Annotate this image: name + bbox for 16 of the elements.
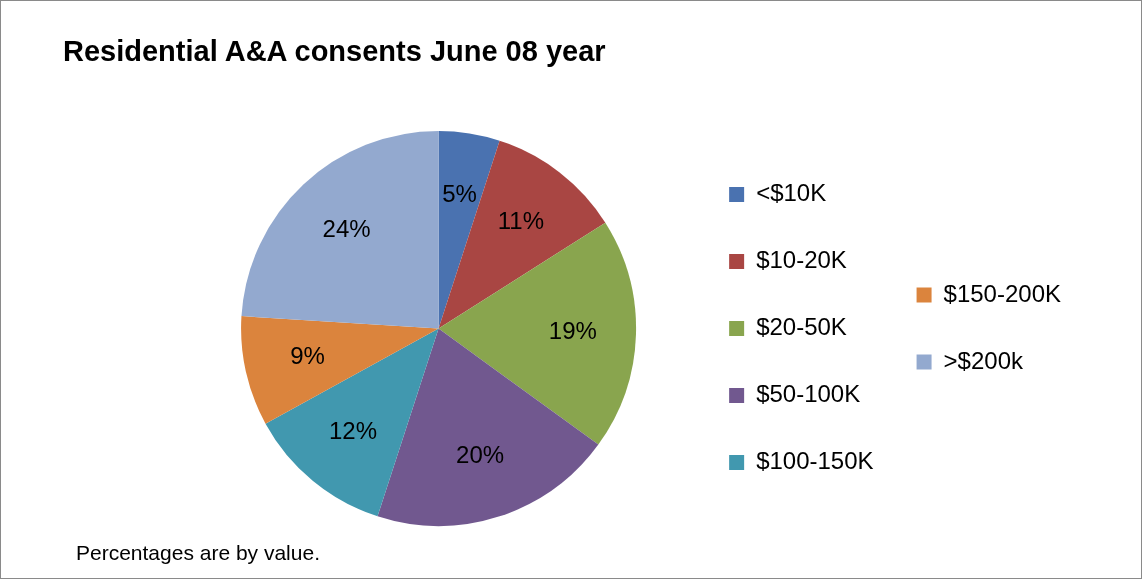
data-label: 12% <box>328 416 377 444</box>
chart-title: Residential A&A consents June 08 year <box>63 35 606 68</box>
data-label: 24% <box>322 215 371 243</box>
legend-label: >$200k <box>943 346 1024 374</box>
text: Percentages are by value. <box>76 541 320 565</box>
legend-label: $20-50K <box>756 313 847 341</box>
legend-label: $100-150K <box>756 447 874 475</box>
legend-label: $10-20K <box>756 246 847 274</box>
data-label: 20% <box>456 440 505 468</box>
data-label: 19% <box>548 317 597 345</box>
data-label: 5% <box>442 180 477 208</box>
legend-label: $50-100K <box>756 380 861 408</box>
legend-label: <$10K <box>756 179 827 207</box>
data-label: 9% <box>290 342 325 370</box>
data-label: 11% <box>497 207 545 235</box>
legend-label: $150-200K <box>943 279 1061 307</box>
